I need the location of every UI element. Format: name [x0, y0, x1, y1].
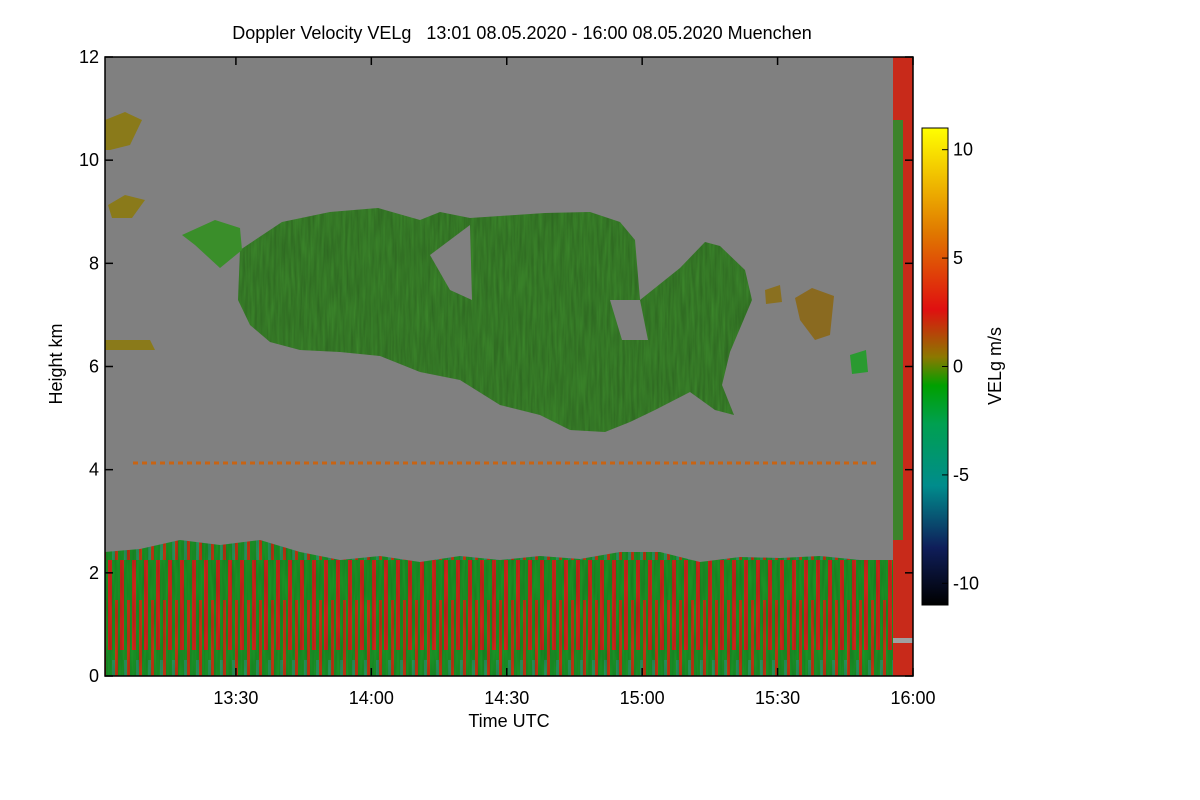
colorbar-tick-label: -10	[953, 573, 979, 593]
y-tick-label: 0	[89, 666, 99, 686]
y-tick-label: 2	[89, 563, 99, 583]
x-tick-label: 14:30	[484, 688, 529, 708]
cloud-patch	[850, 350, 868, 374]
y-tick-label: 4	[89, 460, 99, 480]
y-axis-label: Height km	[46, 323, 66, 404]
cloud-gap	[430, 225, 472, 300]
y-tick-label: 8	[89, 253, 99, 273]
x-tick-label: 16:00	[890, 688, 935, 708]
cloud-layer-texture	[238, 208, 752, 432]
grey-mark	[893, 638, 913, 643]
chart-title: Doppler Velocity VELg 13:01 08.05.2020 -…	[232, 23, 811, 43]
right-edge-strip-green	[893, 120, 903, 540]
x-tick-label: 15:00	[620, 688, 665, 708]
cloud-patch	[182, 220, 242, 268]
cloud-patch	[105, 340, 155, 350]
y-tick-label: 10	[79, 150, 99, 170]
colorbar-tick-label: 0	[953, 357, 963, 377]
x-tick-label: 13:30	[213, 688, 258, 708]
colorbar-tick-label: 10	[953, 140, 973, 160]
y-tick-label: 6	[89, 357, 99, 377]
colorbar-tick-label: -5	[953, 465, 969, 485]
y-tick-label: 12	[79, 47, 99, 67]
y-axis: 0 2 4 6 8 10 12	[79, 47, 913, 686]
cloud-patch	[108, 195, 145, 218]
x-tick-label: 15:30	[755, 688, 800, 708]
colorbar-ticks: 10 5 0 -5 -10	[942, 140, 979, 593]
cloud-patch	[765, 285, 782, 304]
x-axis: 13:30 14:00 14:30 15:00 15:30 16:00	[213, 57, 936, 708]
cloud-patch	[105, 112, 142, 150]
boundary-layer-texture	[105, 540, 893, 676]
x-tick-label: 14:00	[349, 688, 394, 708]
colorbar-label: VELg m/s	[985, 327, 1005, 405]
x-axis-label: Time UTC	[468, 711, 549, 731]
cloud-gap	[610, 300, 648, 340]
colorbar-tick-label: 5	[953, 248, 963, 268]
cloud-patch	[795, 288, 834, 340]
